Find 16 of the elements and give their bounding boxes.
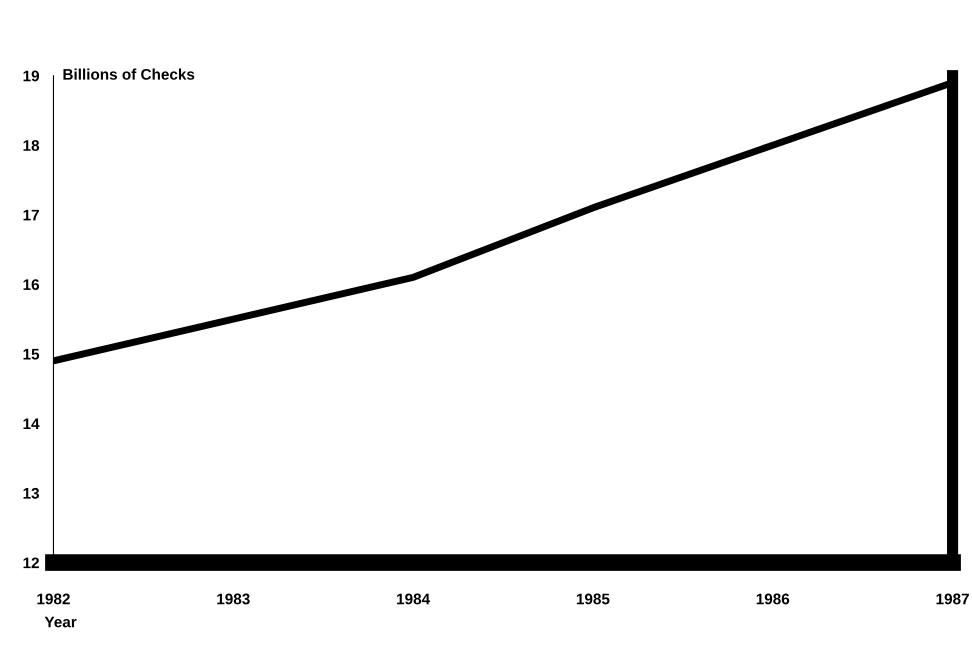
x-tick-label: 1985: [576, 594, 610, 604]
x-tick-label: 1982: [37, 594, 70, 604]
y-tick-label: 15: [24, 348, 40, 360]
y-axis-title: Billions of Checks: [63, 68, 194, 80]
y-tick-label: 16: [24, 279, 40, 290]
y-tick-label: 14: [24, 418, 40, 430]
x-axis-title: Year: [44, 616, 77, 628]
y-tick-label: 13: [24, 488, 40, 499]
y-tick-label: 12: [24, 557, 39, 568]
x-tick-label: 1983: [217, 594, 250, 604]
x-tick-label: 1986: [756, 594, 790, 604]
y-tick-label: 17: [24, 210, 39, 220]
x-tick-label: 1984: [397, 594, 430, 604]
y-tick-label: 19: [24, 70, 40, 82]
x-tick-label: 1987: [936, 594, 969, 604]
y-tick-label: 18: [24, 140, 40, 151]
